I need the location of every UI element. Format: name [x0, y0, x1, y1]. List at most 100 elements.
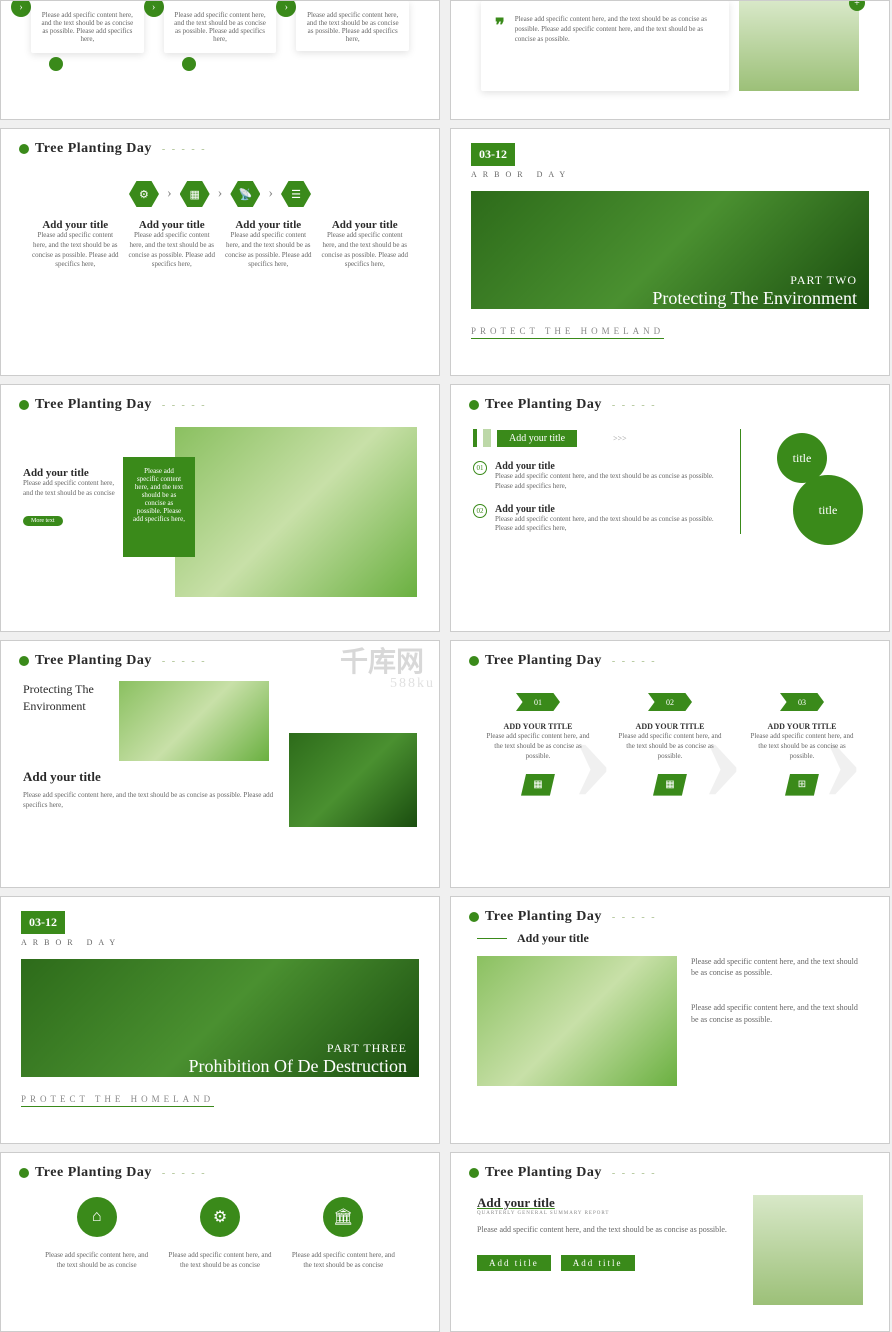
- chevron-icon: ›: [218, 186, 223, 202]
- header-dashes: - - - - -: [162, 144, 207, 155]
- slide-part-three: 03-12 ARBOR DAY PART THREE Prohibition O…: [0, 896, 440, 1144]
- date-badge: 03-12: [21, 911, 65, 934]
- number-badge: 02: [473, 504, 487, 518]
- title-bar: Add your title: [497, 430, 577, 447]
- item-text: Please add specific content here, and th…: [224, 231, 313, 270]
- dot-decoration: [49, 57, 63, 71]
- item-text: Please add specific content here, and th…: [617, 732, 723, 761]
- info-card: Please add specific content here, and th…: [296, 1, 409, 51]
- item-text: Please add specific content here, and th…: [23, 791, 279, 811]
- arrow-badge: 03: [780, 693, 824, 711]
- plus-icon: +: [849, 0, 865, 11]
- header-dashes: - - - - -: [612, 656, 657, 667]
- item-title: Add your title: [23, 769, 279, 785]
- part-title-block: PART TWO Protecting The Environment: [471, 273, 869, 309]
- arbor-label: ARBOR DAY: [471, 170, 869, 179]
- header-dashes: - - - - -: [612, 1168, 657, 1179]
- header-dashes: - - - - -: [162, 400, 207, 411]
- header-title: Tree Planting Day: [35, 397, 152, 413]
- item-title: Add your title: [224, 219, 313, 231]
- slide-1-cut: › Please add specific content here, and …: [0, 0, 440, 120]
- hex-icon: ▦: [180, 181, 210, 207]
- arrow-icon: ›: [11, 0, 31, 17]
- road-aerial-image: [477, 956, 677, 1086]
- header-title: Tree Planting Day: [485, 1165, 602, 1181]
- add-title-button[interactable]: Add title: [561, 1255, 635, 1271]
- header-dashes: - - - - -: [612, 400, 657, 411]
- header-dot: [469, 1168, 479, 1178]
- hex-icon: ☰: [281, 181, 311, 207]
- slide-grid: › Please add specific content here, and …: [0, 0, 892, 1332]
- info-card: Please add specific content here, and th…: [31, 1, 144, 53]
- slide-hex-process: Tree Planting Day - - - - - ⚙ › ▦ › 📡 › …: [0, 128, 440, 376]
- part-name: Prohibition Of De Destruction: [21, 1056, 407, 1077]
- slide-quarterly: Tree Planting Day - - - - - Add your tit…: [450, 1152, 890, 1332]
- item-text: Please add specific content here, and th…: [45, 1251, 148, 1271]
- quote-icon: ❞: [495, 15, 505, 36]
- parallelo-icon: ▦: [521, 774, 555, 796]
- chevron-icon: ›: [268, 186, 273, 202]
- date-badge: 03-12: [471, 143, 515, 166]
- header-title: Tree Planting Day: [485, 909, 602, 925]
- item-title: Add your title: [23, 467, 123, 479]
- item-text: Please add specific content here, and th…: [691, 1002, 863, 1024]
- part-label: PART TWO: [471, 273, 857, 288]
- item-text: Please add specific content here, and th…: [495, 515, 724, 535]
- slide-three-arrows: Tree Planting Day - - - - - › › › 01 ADD…: [450, 640, 890, 888]
- protect-subtitle: PROTECT THE HOMELAND: [471, 326, 664, 339]
- gear-icon: ⚙: [200, 1197, 240, 1237]
- section-title: Add your title: [477, 1195, 739, 1211]
- quarterly-sub: QUARTERLY GENERAL SUMMARY REPORT: [477, 1211, 739, 1216]
- home-icon: ⌂: [77, 1197, 117, 1237]
- slide-sprout: Tree Planting Day - - - - - Add your tit…: [0, 384, 440, 632]
- item-text: Please add specific content here, and th…: [749, 732, 855, 761]
- item-text: Please add specific content here, and th…: [292, 1251, 395, 1271]
- hands-plant-image: +: [739, 1, 859, 91]
- item-text: Please add specific content here, and th…: [23, 479, 123, 499]
- item-title: Add your title: [495, 461, 724, 472]
- dot-decoration: [182, 57, 196, 71]
- card-text: Please add specific content here, and th…: [174, 11, 266, 43]
- item-text: Please add specific content here, and th…: [31, 231, 120, 270]
- header-dot: [19, 400, 29, 410]
- protect-subtitle: PROTECT THE HOMELAND: [21, 1094, 214, 1107]
- slide-protecting-env: Tree Planting Day - - - - - Protecting T…: [0, 640, 440, 888]
- chevrons-icon: >>>: [613, 434, 627, 443]
- title-circle: title: [793, 475, 863, 545]
- arbor-label: ARBOR DAY: [21, 938, 419, 947]
- header-dot: [19, 1168, 29, 1178]
- item-title: Add your title: [128, 219, 217, 231]
- item-title: ADD YOUR TITLE: [749, 721, 855, 732]
- hex-icon: 📡: [230, 181, 260, 207]
- card-text: Please add specific content here, and th…: [307, 11, 399, 43]
- info-card: Please add specific content here, and th…: [164, 1, 277, 53]
- box-text: Please add specific content here, and th…: [133, 467, 185, 523]
- more-button[interactable]: More text: [23, 516, 63, 526]
- number-badge: 01: [473, 461, 487, 475]
- hex-icon: ⚙: [129, 181, 159, 207]
- slide-part-two: 03-12 ARBOR DAY PART TWO Protecting The …: [450, 128, 890, 376]
- slide-road-image: Tree Planting Day - - - - - Add your tit…: [450, 896, 890, 1144]
- part-name: Protecting The Environment: [471, 288, 857, 309]
- mountain-image: [753, 1195, 863, 1305]
- item-text: Please add specific content here, and th…: [691, 956, 863, 978]
- item-text: Please add specific content here, and th…: [321, 231, 410, 270]
- slide-titles-circles: Tree Planting Day - - - - - Add your tit…: [450, 384, 890, 632]
- header-title: Tree Planting Day: [35, 653, 152, 669]
- item-title: Add your title: [321, 219, 410, 231]
- add-title-button[interactable]: Add title: [477, 1255, 551, 1271]
- header-dashes: - - - - -: [162, 656, 207, 667]
- item-text: Please add specific content here, and th…: [128, 231, 217, 270]
- part-label: PART THREE: [21, 1041, 407, 1056]
- arrow-icon: ›: [144, 0, 164, 17]
- header-dot: [19, 144, 29, 154]
- parallelo-icon: ▦: [653, 774, 687, 796]
- quote-card: ❞ Please add specific content here, and …: [481, 1, 729, 91]
- item-title: ADD YOUR TITLE: [617, 721, 723, 732]
- arrow-icon: ›: [276, 0, 296, 17]
- forest-image: PART THREE Prohibition Of De Destruction: [21, 959, 419, 1077]
- item-title: Add your title: [31, 219, 120, 231]
- forest-image: PART TWO Protecting The Environment: [471, 191, 869, 309]
- header-title: Tree Planting Day: [485, 397, 602, 413]
- green-info-box: Please add specific content here, and th…: [123, 457, 195, 557]
